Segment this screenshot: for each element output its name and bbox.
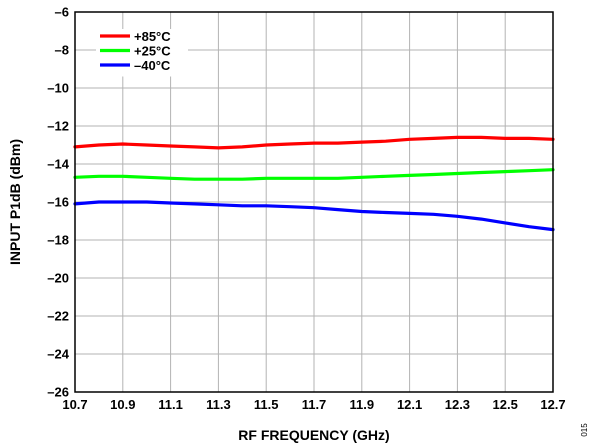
y-tick-label: –20 bbox=[47, 271, 69, 286]
legend-label: +85°C bbox=[134, 29, 171, 44]
x-tick-label: 11.5 bbox=[254, 397, 279, 412]
y-tick-label: –18 bbox=[47, 233, 69, 248]
x-axis-label: RF FREQUENCY (GHz) bbox=[238, 427, 389, 443]
x-tick-label: 10.7 bbox=[62, 397, 87, 412]
figure-code: 015 bbox=[580, 423, 589, 437]
y-tick-label: –12 bbox=[47, 119, 69, 134]
y-tick-label: –10 bbox=[47, 81, 69, 96]
y-tick-label: –16 bbox=[47, 195, 69, 210]
x-tick-label: 11.9 bbox=[350, 397, 375, 412]
y-tick-label: –8 bbox=[55, 43, 69, 58]
y-tick-label: –24 bbox=[47, 347, 69, 362]
x-tick-label: 12.7 bbox=[540, 397, 565, 412]
x-tick-label: 11.3 bbox=[206, 397, 231, 412]
y-axis-ticks: –6 –8 –10 –12 –14 –16 –18 –20 –22 –24 –26 bbox=[47, 5, 69, 400]
legend: +85°C+25°C–40°C bbox=[100, 29, 171, 73]
x-axis-ticks: 10.7 10.9 11.1 11.3 11.5 11.7 11.9 12.1 12.3 12.5… bbox=[62, 397, 565, 412]
plot-frame bbox=[74, 11, 554, 393]
x-tick-label: 12.1 bbox=[397, 397, 422, 412]
x-tick-label: 12.5 bbox=[493, 397, 518, 412]
y-tick-label: –14 bbox=[47, 157, 69, 172]
grid bbox=[75, 12, 553, 392]
series-line bbox=[73, 135, 555, 150]
legend-label: –40°C bbox=[134, 58, 171, 73]
x-tick-label: 12.3 bbox=[445, 397, 470, 412]
y-tick-label: –26 bbox=[47, 385, 69, 400]
y-axis-label: INPUT P1dB (dBm) bbox=[7, 139, 23, 265]
series-line bbox=[73, 168, 555, 181]
legend-label: +25°C bbox=[134, 44, 171, 59]
x-tick-label: 11.7 bbox=[302, 397, 327, 412]
x-tick-label: 11.1 bbox=[158, 397, 183, 412]
y-tick-label: –22 bbox=[47, 309, 69, 324]
x-tick-label: 10.9 bbox=[110, 397, 135, 412]
series-lines bbox=[73, 135, 555, 232]
series-line bbox=[73, 200, 555, 232]
y-tick-label: –6 bbox=[55, 5, 69, 20]
